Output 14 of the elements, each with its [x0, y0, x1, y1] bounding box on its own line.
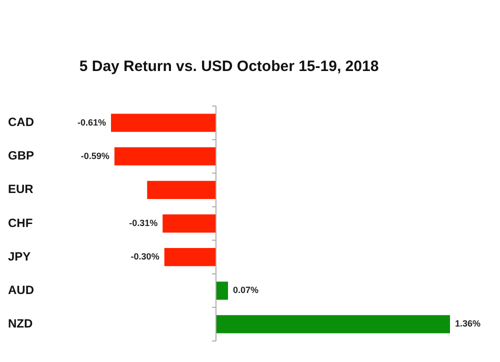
y-tick-label: GBP: [8, 148, 34, 163]
y-tick-label: NZD: [8, 316, 33, 331]
y-tick-label: AUD: [8, 282, 34, 297]
data-label: -0.61%: [77, 117, 106, 128]
data-label: 0.07%: [233, 285, 259, 296]
data-label: -0.30%: [130, 252, 160, 262]
y-tick-label: EUR: [8, 182, 34, 196]
y-tick-label: CHF: [8, 216, 33, 230]
chart-title: 5 Day Return vs. USD October 15-19, 2018: [79, 58, 379, 76]
y-tick-label: CAD: [8, 115, 34, 130]
data-label: -0.31%: [129, 218, 158, 228]
y-tick-label: JPY: [8, 249, 31, 264]
data-label: -0.59%: [80, 150, 110, 161]
data-label: 1.36%: [455, 318, 481, 329]
